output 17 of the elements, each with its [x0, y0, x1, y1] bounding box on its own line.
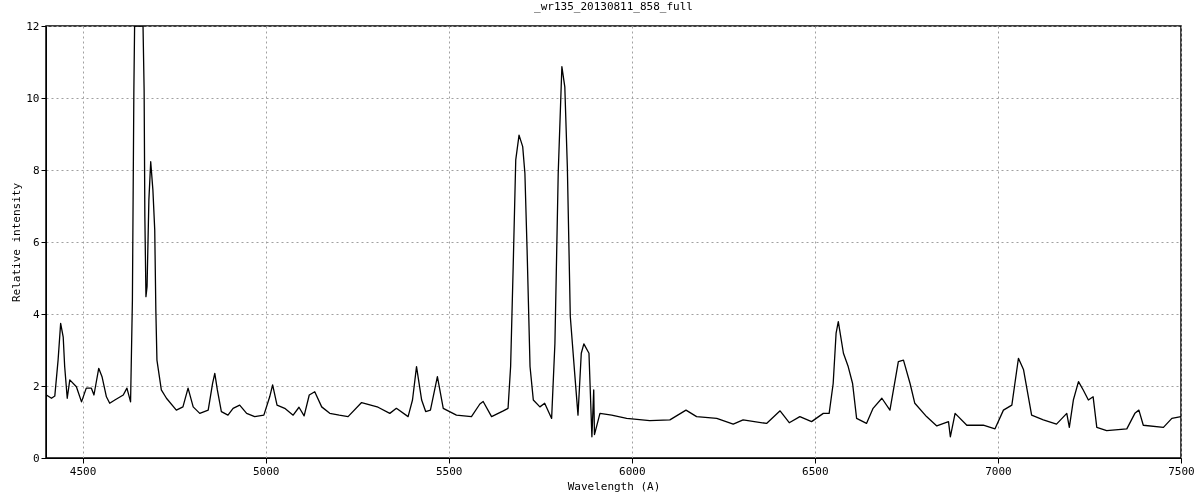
x-tick-label: 7000: [985, 464, 1012, 478]
y-tick-label: 0: [32, 451, 40, 465]
x-tick-label: 6500: [802, 464, 829, 478]
y-tick-label: 2: [32, 379, 40, 393]
y-tick-label: 12: [26, 19, 40, 33]
x-axis-title: Wavelength (A): [567, 479, 661, 493]
y-tick-label: 4: [32, 307, 40, 321]
x-tick-label: 4500: [69, 464, 97, 478]
x-tick-label: 5000: [252, 464, 280, 478]
y-tick-label: 8: [32, 163, 40, 177]
y-axis-title: Relative intensity: [10, 182, 24, 303]
chart-title: _wr135_20130811_858_full: [534, 0, 693, 13]
y-tick-label: 6: [32, 235, 40, 249]
x-tick-label: 6000: [619, 464, 646, 478]
y-tick-label: 10: [26, 91, 40, 105]
x-tick-label: 5500: [435, 464, 463, 478]
x-tick-label: 7500: [1168, 464, 1195, 478]
